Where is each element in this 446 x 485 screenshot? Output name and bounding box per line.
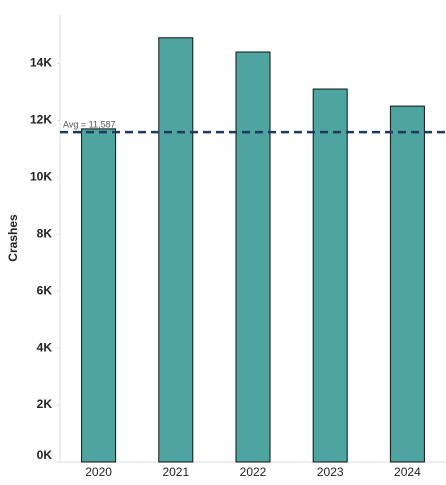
bar (389, 105, 425, 463)
average-label: Avg = 11,587 (63, 119, 115, 129)
bar (312, 88, 348, 463)
y-tick-label: 14K (30, 56, 52, 70)
y-axis-title: Crashes (6, 214, 20, 262)
y-tick-label: 10K (30, 169, 52, 183)
bar (235, 51, 271, 463)
y-tick-label: 4K (37, 340, 53, 354)
x-tick-label: 2023 (317, 465, 344, 479)
y-tick-label: 8K (37, 226, 53, 240)
bar (81, 128, 117, 463)
bar (158, 37, 194, 463)
y-tick-label: 0K (37, 448, 53, 462)
x-tick-label: 2020 (85, 465, 112, 479)
y-tick-label: 6K (37, 283, 53, 297)
x-tick-label: 2021 (162, 465, 189, 479)
x-tick-label: 2024 (394, 465, 421, 479)
y-tick-label: 12K (30, 113, 52, 127)
x-tick-label: 2022 (240, 465, 267, 479)
y-tick-label: 2K (37, 397, 53, 411)
